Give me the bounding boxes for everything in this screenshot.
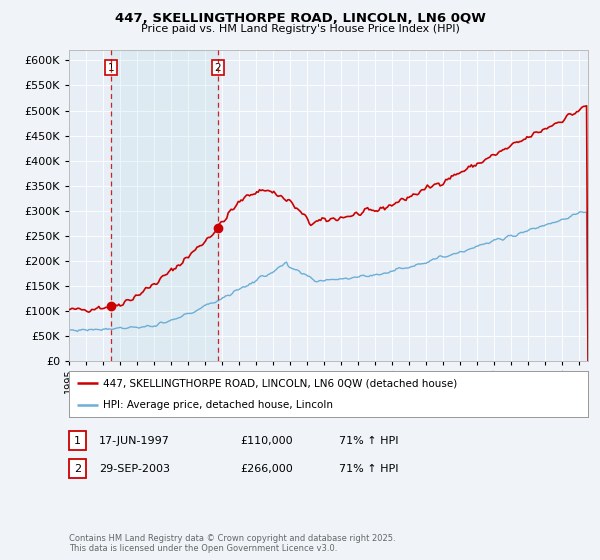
- Bar: [111, 50, 218, 361]
- Text: 447, SKELLINGTHORPE ROAD, LINCOLN, LN6 0QW (detached house): 447, SKELLINGTHORPE ROAD, LINCOLN, LN6 0…: [103, 378, 457, 388]
- Text: 2: 2: [74, 464, 81, 474]
- Text: 29-SEP-2003: 29-SEP-2003: [99, 464, 170, 474]
- Text: £266,000: £266,000: [240, 464, 293, 474]
- Text: 71% ↑ HPI: 71% ↑ HPI: [339, 464, 398, 474]
- Text: 1: 1: [74, 436, 81, 446]
- Text: £110,000: £110,000: [240, 436, 293, 446]
- Text: 447, SKELLINGTHORPE ROAD, LINCOLN, LN6 0QW: 447, SKELLINGTHORPE ROAD, LINCOLN, LN6 0…: [115, 12, 485, 25]
- Text: Contains HM Land Registry data © Crown copyright and database right 2025.
This d: Contains HM Land Registry data © Crown c…: [69, 534, 395, 553]
- Text: 17-JUN-1997: 17-JUN-1997: [99, 436, 170, 446]
- Text: HPI: Average price, detached house, Lincoln: HPI: Average price, detached house, Linc…: [103, 400, 333, 410]
- Text: 1: 1: [107, 63, 114, 73]
- Text: Price paid vs. HM Land Registry's House Price Index (HPI): Price paid vs. HM Land Registry's House …: [140, 24, 460, 34]
- Text: 2: 2: [215, 63, 221, 73]
- Text: 71% ↑ HPI: 71% ↑ HPI: [339, 436, 398, 446]
